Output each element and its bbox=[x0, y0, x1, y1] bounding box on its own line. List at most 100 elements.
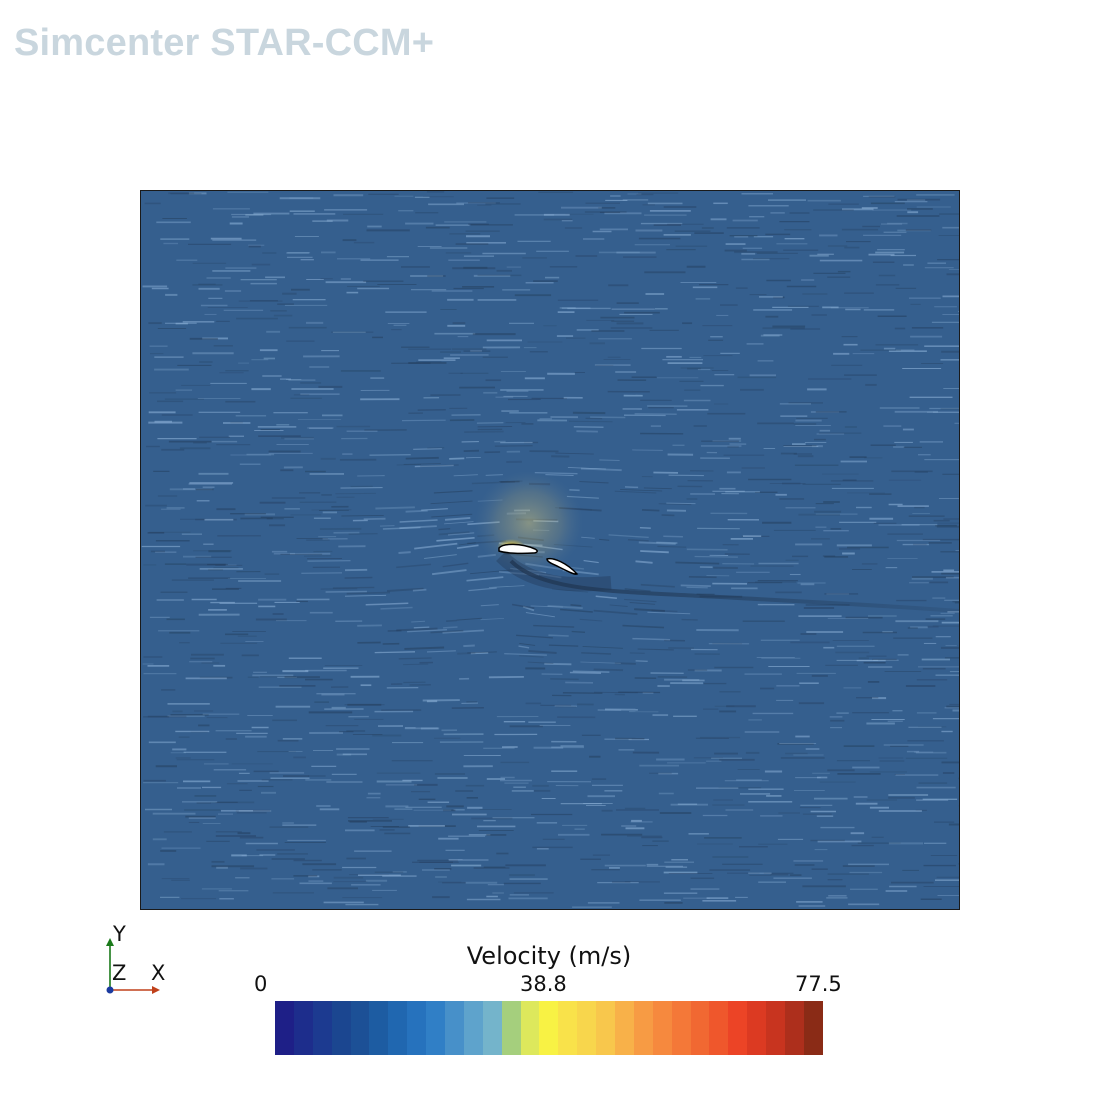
flow-streak bbox=[562, 692, 603, 695]
flow-streak bbox=[568, 420, 613, 423]
flow-streak bbox=[411, 620, 426, 623]
flow-streak bbox=[516, 634, 553, 639]
flow-streak bbox=[464, 430, 504, 433]
colorbar-swatch bbox=[709, 1001, 729, 1055]
airfoil-flap-element bbox=[546, 557, 579, 575]
flow-streak bbox=[444, 516, 471, 521]
flow-streak bbox=[599, 538, 610, 541]
flow-streak bbox=[380, 606, 413, 610]
colorbar-swatch bbox=[652, 1001, 672, 1055]
flow-streak bbox=[657, 545, 687, 548]
flow-streak bbox=[548, 634, 569, 637]
z-axis-label: Z bbox=[112, 961, 127, 985]
flow-streak bbox=[346, 591, 391, 595]
flow-streak bbox=[519, 655, 544, 658]
flow-streak bbox=[405, 509, 428, 513]
colorbar-swatch bbox=[615, 1001, 634, 1055]
colorbar-swatch bbox=[331, 1001, 351, 1055]
x-axis-label: X bbox=[151, 961, 166, 985]
flow-streak bbox=[420, 464, 459, 467]
scene-viewport[interactable] bbox=[140, 190, 960, 910]
flow-streak bbox=[522, 605, 535, 612]
flow-streak bbox=[686, 586, 708, 589]
legend-max-label: 77.5 bbox=[795, 972, 842, 996]
flow-streak bbox=[466, 576, 504, 582]
flow-streak bbox=[340, 487, 383, 489]
flow-streak bbox=[638, 541, 676, 545]
flow-streak bbox=[341, 514, 384, 517]
flow-streak bbox=[686, 548, 728, 551]
flow-streak bbox=[518, 645, 530, 649]
flow-streak bbox=[414, 542, 458, 550]
colorbar-swatch bbox=[577, 1001, 597, 1055]
flow-streak bbox=[407, 629, 448, 633]
colorbar-swatch bbox=[369, 1001, 389, 1055]
flow-streak bbox=[555, 452, 594, 455]
flow-streak bbox=[413, 448, 442, 450]
flow-streak bbox=[443, 626, 458, 629]
flow-streak bbox=[421, 508, 448, 511]
colorbar-swatch bbox=[690, 1001, 710, 1055]
y-axis-arrowhead bbox=[106, 938, 114, 946]
flow-streak bbox=[446, 619, 457, 622]
flow-streak bbox=[572, 670, 610, 673]
flow-streak bbox=[547, 604, 583, 610]
flow-streak bbox=[442, 629, 484, 634]
flow-streak bbox=[488, 585, 525, 588]
flow-streak bbox=[639, 527, 651, 529]
flow-streak bbox=[581, 536, 595, 539]
flow-streak bbox=[651, 609, 678, 613]
flow-streak bbox=[608, 534, 649, 539]
flow-streak bbox=[365, 602, 409, 606]
flow-streak bbox=[629, 602, 656, 605]
flow-streak bbox=[609, 604, 628, 607]
colorbar-swatch bbox=[671, 1001, 691, 1055]
flow-streak bbox=[530, 605, 563, 608]
flow-streak bbox=[527, 661, 554, 664]
flow-streak bbox=[444, 521, 474, 525]
flow-streak bbox=[325, 590, 367, 593]
flow-streak bbox=[431, 569, 467, 576]
flow-streak bbox=[403, 663, 429, 666]
flow-streak bbox=[456, 544, 479, 550]
flow-streak bbox=[399, 525, 437, 530]
flow-streak bbox=[442, 562, 469, 568]
flow-streak bbox=[658, 503, 692, 506]
flow-streak bbox=[438, 531, 470, 536]
flow-streak bbox=[332, 586, 375, 589]
wake-shadow bbox=[496, 550, 612, 592]
flow-streak bbox=[641, 509, 660, 512]
flow-streak bbox=[382, 526, 421, 530]
legend-mid-label: 38.8 bbox=[520, 972, 567, 996]
colorbar-swatch bbox=[520, 1001, 540, 1055]
flow-streak bbox=[637, 648, 674, 651]
colorbar-swatch bbox=[482, 1001, 502, 1055]
flow-streak bbox=[567, 467, 606, 470]
flow-streak bbox=[467, 651, 497, 654]
flow-streak bbox=[453, 474, 478, 477]
flow-streak bbox=[468, 587, 497, 592]
flow-streak bbox=[656, 541, 678, 544]
flow-streak bbox=[627, 538, 649, 542]
colorbar-swatch bbox=[426, 1001, 446, 1055]
flow-streak bbox=[550, 678, 579, 681]
flow-streak bbox=[447, 532, 475, 536]
flow-streaks bbox=[141, 191, 959, 908]
flow-streak bbox=[593, 668, 624, 672]
flow-streak bbox=[398, 551, 411, 554]
colorbar-swatch bbox=[275, 1001, 294, 1055]
colorbar-swatch bbox=[407, 1001, 427, 1055]
flow-streak bbox=[519, 642, 536, 646]
flow-streak bbox=[480, 618, 505, 621]
legend-title: Velocity (m/s) bbox=[466, 942, 632, 970]
flow-streak bbox=[398, 657, 432, 660]
flow-streak bbox=[643, 487, 672, 490]
flow-streak bbox=[485, 474, 503, 476]
colorbar-swatch bbox=[596, 1001, 616, 1055]
colorbar-swatch bbox=[766, 1001, 786, 1055]
flow-streak bbox=[387, 587, 424, 592]
flow-streak bbox=[504, 653, 547, 656]
colorbar-swatch bbox=[728, 1001, 748, 1055]
flow-streak bbox=[663, 535, 683, 538]
flow-streak bbox=[528, 650, 557, 654]
